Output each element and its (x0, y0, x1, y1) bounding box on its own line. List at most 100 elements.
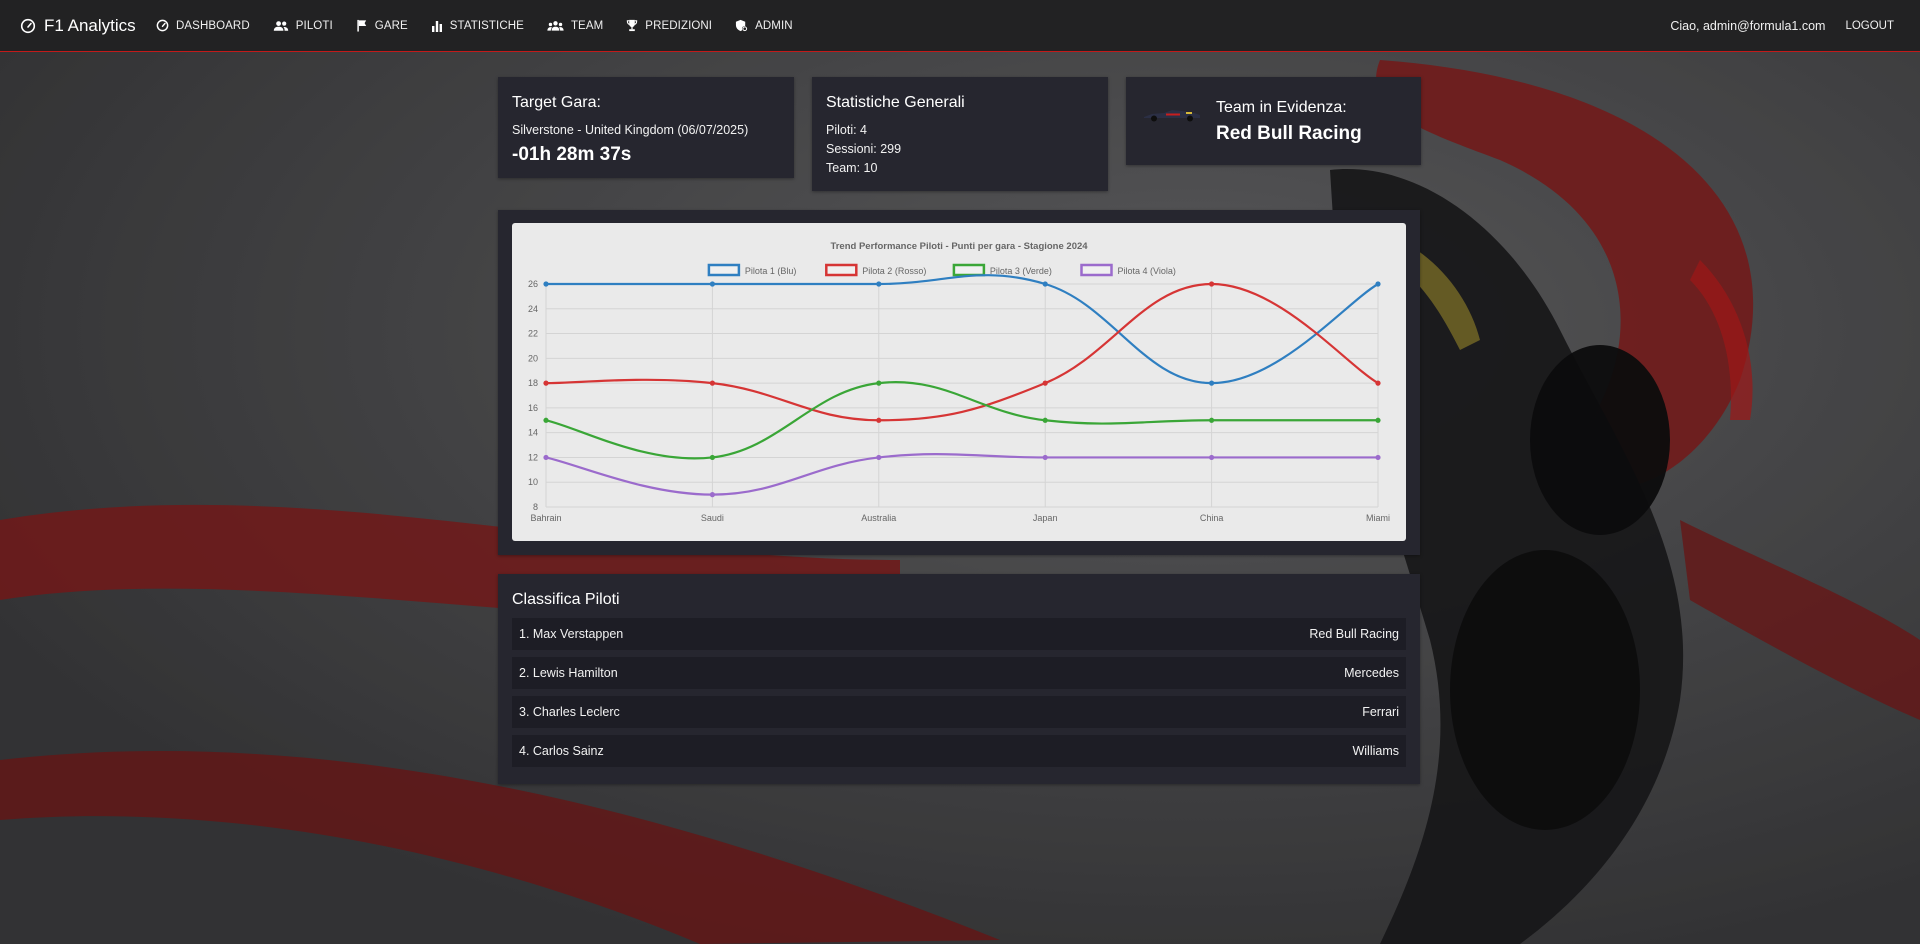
nav-predizioni[interactable]: PREDIZIONI (626, 19, 712, 32)
nav-dashboard-label: DASHBOARD (176, 19, 250, 32)
target-race-title: Target Gara: (512, 94, 601, 111)
y-tick-label: 12 (528, 452, 538, 462)
data-point (1375, 417, 1381, 423)
brand-title: F1 Analytics (44, 15, 136, 35)
standings-team: Mercedes (1344, 666, 1399, 680)
y-tick-label: 26 (528, 279, 538, 289)
logout-link[interactable]: LOGOUT (1845, 19, 1894, 32)
stat-piloti: Piloti: 4 (826, 123, 867, 137)
performance-line-chart: Trend Performance Piloti - Punti per gar… (528, 241, 1390, 523)
standings-row[interactable]: 1. Max Verstappen Red Bull Racing (512, 618, 1406, 650)
data-point (876, 417, 882, 423)
data-point (709, 281, 715, 287)
standings-driver: 2. Lewis Hamilton (519, 666, 618, 680)
legend-label: Pilota 1 (Blu) (745, 266, 797, 276)
stat-sessioni: Sessioni: 299 (826, 142, 902, 156)
nav-dashboard[interactable]: DASHBOARD (156, 19, 250, 32)
series-line (546, 274, 1379, 385)
nav-admin[interactable]: ADMIN (735, 19, 793, 32)
general-stats-title: Statistiche Generali (826, 94, 965, 111)
legend-label: Pilota 3 (Verde) (990, 266, 1052, 276)
y-tick-label: 20 (528, 353, 538, 363)
speedometer-icon (156, 19, 169, 32)
y-tick-label: 22 (528, 329, 538, 339)
data-point (1042, 281, 1048, 287)
top-navbar: F1 Analytics DASHBOARD PILOTI GARE (0, 0, 1920, 52)
x-tick-label: Bahrain (530, 513, 561, 523)
team-icon (547, 20, 564, 31)
nav-piloti-label: PILOTI (295, 19, 333, 32)
target-race-name: Silverstone - United Kingdom (06/07/2025… (512, 123, 749, 137)
y-tick-label: 24 (528, 304, 538, 314)
featured-team-title: Team in Evidenza: (1216, 99, 1347, 116)
main-nav: DASHBOARD PILOTI GARE STATISTICHE (156, 0, 816, 51)
target-race-card: Target Gara: Silverstone - United Kingdo… (498, 77, 794, 178)
data-point (709, 380, 715, 386)
series-line (545, 453, 1378, 496)
nav-statistiche[interactable]: STATISTICHE (431, 20, 524, 32)
data-point (1042, 417, 1048, 423)
driver-standings-card: Classifica Piloti 1. Max Verstappen Red … (498, 574, 1420, 784)
standings-row[interactable]: 4. Carlos Sainz Williams (512, 735, 1406, 767)
data-point (709, 492, 715, 498)
data-point (1375, 454, 1381, 461)
standings-row[interactable]: 3. Charles Leclerc Ferrari (512, 696, 1406, 728)
y-tick-label: 10 (528, 477, 538, 487)
nav-statistiche-label: STATISTICHE (449, 19, 524, 32)
team-car-image (1144, 110, 1200, 122)
standings-team: Red Bull Racing (1309, 627, 1399, 641)
nav-team[interactable]: TEAM (547, 20, 603, 32)
data-point (543, 454, 549, 461)
y-tick-label: 18 (528, 378, 538, 388)
stat-team: Team: 10 (826, 161, 878, 175)
standings-driver: 3. Charles Leclerc (519, 705, 620, 719)
data-point (1375, 281, 1381, 287)
flag-icon (357, 19, 366, 32)
nav-predizioni-label: PREDIZIONI (645, 19, 713, 32)
speedometer-icon (20, 18, 36, 33)
nav-gare[interactable]: GARE (356, 19, 408, 32)
data-point (1209, 281, 1215, 287)
admin-icon (736, 19, 748, 32)
standings-driver: 1. Max Verstappen (519, 627, 624, 641)
chart-title: Trend Performance Piloti - Punti per gar… (830, 241, 1088, 252)
data-point (1375, 380, 1381, 386)
data-point (709, 454, 715, 461)
x-tick-label: Miami (1366, 513, 1390, 523)
x-tick-label: China (1200, 513, 1224, 523)
general-stats-card: Statistiche Generali Piloti: 4 Sessioni:… (812, 77, 1108, 191)
data-point (876, 281, 882, 287)
series-line (545, 381, 1378, 460)
data-point (876, 454, 882, 461)
standings-team: Williams (1352, 744, 1399, 758)
standings-driver: 4. Carlos Sainz (519, 744, 604, 758)
nav-gare-label: GARE (374, 19, 408, 32)
legend-swatch (825, 263, 858, 277)
user-area: Ciao, admin@formula1.com LOGOUT (1670, 0, 1894, 51)
x-tick-label: Japan (1033, 513, 1058, 523)
nav-piloti[interactable]: PILOTI (273, 20, 333, 32)
data-point (1042, 380, 1048, 386)
brand[interactable]: F1 Analytics (20, 0, 136, 51)
x-tick-label: Saudi (701, 513, 724, 523)
nav-team-label: TEAM (570, 19, 604, 32)
nav-admin-label: ADMIN (755, 19, 793, 32)
people-icon (273, 20, 288, 31)
standings-list: 1. Max Verstappen Red Bull Racing 2. Lew… (512, 618, 1406, 774)
legend-label: Pilota 4 (Viola) (1118, 266, 1176, 276)
performance-chart-card: Trend Performance Piloti - Punti per gar… (498, 210, 1420, 555)
featured-team-card: Team in Evidenza: Red Bull Racing (1126, 77, 1421, 165)
data-point (1209, 454, 1215, 461)
y-tick-label: 14 (528, 428, 538, 438)
legend-swatch (707, 263, 741, 277)
x-tick-label: Australia (861, 513, 896, 523)
standings-team: Ferrari (1362, 705, 1399, 719)
data-point (1209, 417, 1215, 423)
user-greeting: Ciao, admin@formula1.com (1670, 18, 1826, 33)
series-line (545, 282, 1379, 422)
data-point (1042, 454, 1048, 461)
standings-row[interactable]: 2. Lewis Hamilton Mercedes (512, 657, 1406, 689)
trophy-icon (627, 19, 638, 32)
y-tick-label: 8 (533, 502, 538, 512)
driver-standings-title: Classifica Piloti (512, 591, 620, 608)
